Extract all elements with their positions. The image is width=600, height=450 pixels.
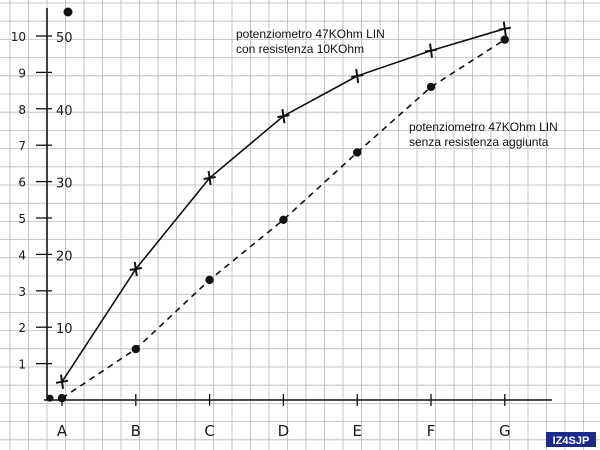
series-markers — [47, 8, 511, 403]
y-left-tick-label: 6 — [18, 176, 26, 190]
x-tick-label: B — [131, 422, 141, 440]
data-point-dot — [205, 276, 213, 284]
signature: IZ4SJP — [553, 435, 590, 447]
y-right-tick-label: 10 — [56, 322, 73, 337]
data-point-dot — [132, 345, 140, 353]
data-point-dot — [58, 394, 66, 402]
x-tick-label: F — [427, 422, 436, 440]
top-marker-point — [64, 8, 73, 17]
series1-label-line1: potenziometro 47KOhm LIN — [236, 27, 385, 41]
y-left-tick-label: 10 — [11, 30, 26, 44]
y-right-tick-label: 20 — [56, 249, 73, 264]
x-tick-label: E — [352, 422, 361, 440]
y-left-tick-label: 1 — [18, 358, 26, 372]
data-point-dot — [427, 83, 435, 91]
x-tick-label: D — [278, 422, 290, 440]
y-left-tick-label: 9 — [18, 66, 26, 80]
data-point-dot — [353, 148, 361, 156]
x-tick-label: G — [499, 422, 511, 440]
series-lines — [62, 29, 505, 399]
series2-label-line2: senza resistenza aggiunta — [409, 135, 549, 149]
data-point-dot — [501, 35, 509, 43]
y-left-tick-label: 2 — [18, 321, 26, 335]
x-tick-label: A — [57, 422, 68, 440]
y-right-tick-label: 30 — [56, 177, 73, 192]
y-right-tick-label: 40 — [56, 104, 73, 119]
origin-point — [47, 395, 54, 402]
data-point-plus — [499, 22, 511, 36]
y-left-tick-label: 7 — [18, 139, 26, 153]
data-point-dot — [279, 216, 287, 224]
series-1-line — [62, 29, 505, 382]
data-point-plus — [56, 375, 68, 389]
axes — [36, 8, 552, 406]
y-left-tick-label: 5 — [18, 212, 26, 226]
y-left-tick-label: 3 — [18, 285, 26, 299]
x-tick-label: C — [204, 422, 214, 440]
series2-label-line1: potenziometro 47KOhm LIN — [409, 120, 558, 134]
y-right-tick-label: 50 — [56, 31, 73, 46]
y-left-tick-label: 4 — [18, 248, 26, 262]
y-left-tick-label: 8 — [18, 103, 26, 117]
series1-label-line2: con resistenza 10KOhm — [236, 42, 364, 56]
